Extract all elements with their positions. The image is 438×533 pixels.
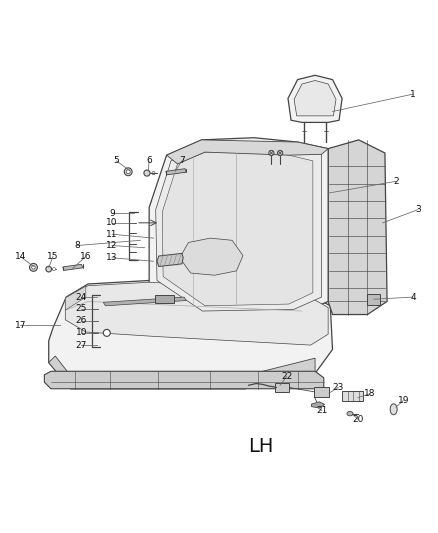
Text: 25: 25	[76, 304, 87, 313]
Polygon shape	[180, 238, 243, 275]
Text: 17: 17	[14, 321, 26, 330]
Text: 20: 20	[352, 415, 364, 424]
Text: 10: 10	[76, 328, 87, 337]
Polygon shape	[49, 356, 315, 389]
Ellipse shape	[126, 170, 130, 174]
Polygon shape	[49, 280, 332, 389]
Polygon shape	[149, 138, 328, 317]
Ellipse shape	[152, 172, 155, 175]
Text: 15: 15	[47, 252, 59, 261]
Ellipse shape	[124, 168, 132, 176]
Ellipse shape	[347, 411, 353, 416]
Polygon shape	[155, 144, 321, 311]
Ellipse shape	[29, 263, 37, 271]
Text: 26: 26	[76, 316, 87, 325]
Polygon shape	[311, 402, 325, 408]
Polygon shape	[65, 286, 86, 310]
Polygon shape	[166, 169, 186, 175]
Ellipse shape	[278, 150, 283, 156]
Text: 9: 9	[109, 209, 115, 218]
Polygon shape	[294, 80, 336, 116]
Ellipse shape	[46, 266, 52, 272]
Text: 24: 24	[76, 293, 87, 302]
Text: 13: 13	[106, 253, 118, 262]
Text: 6: 6	[146, 156, 152, 165]
Polygon shape	[63, 264, 83, 270]
Text: 27: 27	[76, 341, 87, 350]
Polygon shape	[328, 140, 387, 314]
Text: 18: 18	[364, 390, 375, 399]
FancyBboxPatch shape	[276, 383, 289, 392]
Polygon shape	[166, 140, 328, 164]
Text: 2: 2	[393, 177, 399, 186]
FancyBboxPatch shape	[342, 391, 363, 401]
Text: 14: 14	[14, 252, 26, 261]
Text: 16: 16	[80, 252, 92, 261]
Text: 3: 3	[415, 205, 420, 214]
Text: 7: 7	[179, 156, 185, 165]
Text: 11: 11	[106, 230, 118, 239]
Text: 10: 10	[106, 219, 118, 228]
Text: 21: 21	[316, 406, 327, 415]
Ellipse shape	[32, 265, 35, 269]
Polygon shape	[65, 282, 328, 345]
Polygon shape	[44, 372, 324, 389]
Text: 8: 8	[74, 241, 80, 250]
Text: 12: 12	[106, 241, 118, 250]
Text: 22: 22	[281, 372, 292, 381]
Polygon shape	[288, 75, 342, 123]
Ellipse shape	[390, 404, 397, 415]
Ellipse shape	[144, 170, 150, 176]
FancyBboxPatch shape	[314, 387, 329, 397]
Polygon shape	[162, 150, 313, 306]
Text: 4: 4	[410, 293, 416, 302]
FancyBboxPatch shape	[155, 295, 174, 303]
Ellipse shape	[53, 268, 56, 271]
Polygon shape	[157, 253, 183, 266]
Text: 1: 1	[410, 90, 416, 99]
Text: 23: 23	[332, 383, 344, 392]
Ellipse shape	[269, 150, 274, 156]
Ellipse shape	[103, 329, 110, 336]
Text: LH: LH	[248, 437, 273, 456]
Polygon shape	[103, 297, 186, 306]
Text: 5: 5	[113, 156, 119, 165]
Text: 19: 19	[398, 396, 409, 405]
FancyBboxPatch shape	[367, 294, 380, 305]
